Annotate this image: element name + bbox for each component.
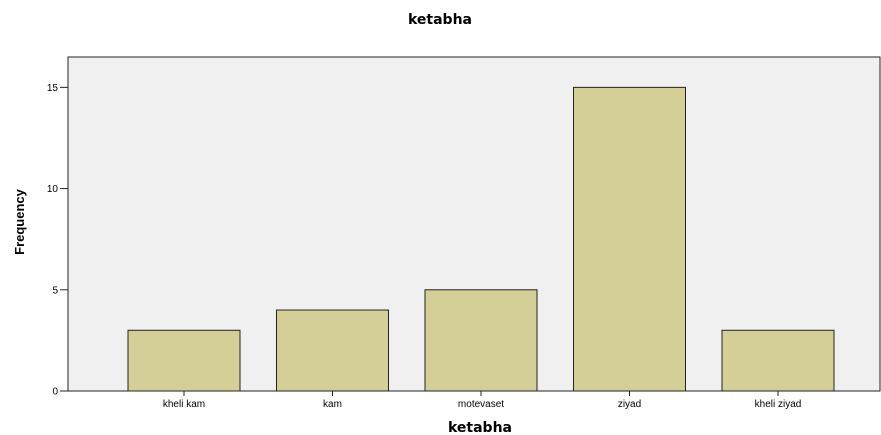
y-tick-label: 15 [47,83,59,94]
y-tick-label: 5 [52,285,58,296]
x-axis-label: ketabha [448,420,512,435]
bars [127,86,835,392]
y-tick-label: 0 [52,387,58,398]
bar-motevaset [424,289,538,392]
bar-kam [276,309,389,392]
x-axis-tick-labels: kheli kam kam motevaset ziyad kheli ziyad [163,391,801,410]
x-tick-label: kam [323,399,342,410]
y-axis-label: Frequency [12,188,27,255]
x-tick-label: kheli ziyad [755,399,802,410]
y-tick-label: 10 [47,184,59,195]
x-tick-label: motevaset [458,399,504,410]
y-axis-ticks: 0 5 10 15 [47,83,68,398]
bar-kheli-kam [127,329,241,392]
chart-title: ketabha [408,12,472,28]
bar-kheli-ziyad [721,329,835,392]
x-tick-label: ziyad [618,399,641,410]
x-tick-label: kheli kam [163,399,205,410]
bar-ziyad [573,86,686,392]
